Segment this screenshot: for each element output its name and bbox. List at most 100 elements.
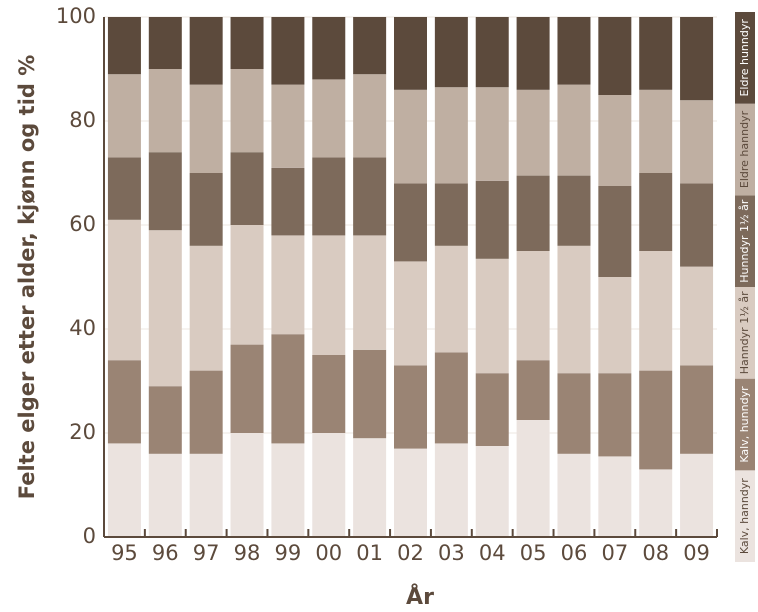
bar-segment xyxy=(557,453,591,537)
bar-segment xyxy=(516,360,550,420)
bar-segment xyxy=(189,17,223,85)
bar-segment xyxy=(189,84,223,173)
bar-segment xyxy=(475,446,509,537)
bar-segment xyxy=(394,89,427,184)
bar-segment xyxy=(230,17,264,69)
bar-segment xyxy=(598,186,632,277)
bar-segment xyxy=(271,235,305,335)
bar-segment xyxy=(189,453,223,537)
bar-segment xyxy=(434,87,468,184)
bar-segment xyxy=(394,365,427,449)
bar-segment xyxy=(639,469,673,537)
bar-segment xyxy=(107,17,141,75)
bar-segment xyxy=(148,69,182,153)
bar-segment xyxy=(434,352,468,444)
bar-segment xyxy=(680,266,714,366)
bar-segment xyxy=(394,183,427,262)
bar-segment xyxy=(312,79,346,158)
bar-segment xyxy=(434,183,468,246)
bar-segment xyxy=(394,261,427,366)
legend-swatch xyxy=(735,103,755,196)
legend-swatch xyxy=(735,470,755,562)
x-tick-label: 96 xyxy=(152,541,179,565)
bar-segment xyxy=(230,152,264,225)
bar-segment xyxy=(353,235,387,350)
bar-segment xyxy=(271,443,305,537)
bar-segment xyxy=(148,453,182,537)
bar-segment xyxy=(271,167,305,236)
bar-segment xyxy=(271,84,305,168)
bar-segment xyxy=(148,386,182,454)
bar-segment xyxy=(516,17,550,90)
x-tick-label: 06 xyxy=(561,541,588,565)
x-tick-label: 02 xyxy=(397,541,424,565)
y-tick-label: 60 xyxy=(69,212,96,236)
y-tick-label: 40 xyxy=(69,316,96,340)
bar-segment xyxy=(516,89,550,176)
bar-segment xyxy=(557,373,591,454)
bar-segment xyxy=(475,180,509,259)
bar-segment xyxy=(353,438,387,537)
bar-segment xyxy=(107,219,141,361)
bar-segment xyxy=(557,17,591,85)
bar-segment xyxy=(312,355,346,433)
bar-segment xyxy=(107,157,141,220)
legend-label: Eldre hanndyr xyxy=(738,110,751,188)
y-tick-label: 80 xyxy=(69,108,96,132)
bar-segment xyxy=(639,17,673,90)
x-tick-label: 03 xyxy=(438,541,465,565)
bar-segment xyxy=(434,443,468,537)
bar-segment xyxy=(680,453,714,537)
bar-segment xyxy=(598,277,632,374)
bar-segment xyxy=(557,245,591,374)
x-tick-label: 98 xyxy=(234,541,261,565)
bar-segment xyxy=(312,433,346,537)
legend-label: Hunndyr 1½ år xyxy=(738,199,751,283)
bar-segment xyxy=(434,17,468,88)
bar-segment xyxy=(271,17,305,85)
bar-segment xyxy=(557,84,591,176)
bar-segment xyxy=(557,175,591,246)
bar-segment xyxy=(680,100,714,184)
x-tick-label: 99 xyxy=(275,541,302,565)
bar-segment xyxy=(107,360,141,444)
legend-swatch xyxy=(735,287,755,379)
bar-segment xyxy=(639,370,673,470)
bar-segment xyxy=(107,74,141,158)
bar-segment xyxy=(598,456,632,537)
bar-segment xyxy=(394,448,427,537)
x-tick-label: 08 xyxy=(642,541,669,565)
bar-segment xyxy=(148,17,182,69)
bar-segment xyxy=(516,420,550,537)
legend-label: Kalv, hunndyr xyxy=(738,386,751,463)
bar-segment xyxy=(230,69,264,153)
x-tick-label: 01 xyxy=(356,541,383,565)
x-tick-label: 07 xyxy=(601,541,628,565)
x-tick-label: 05 xyxy=(520,541,547,565)
bar-segment xyxy=(394,17,427,90)
bar-segment xyxy=(353,157,387,236)
bar-segment xyxy=(639,89,673,173)
bar-segment xyxy=(434,245,468,353)
x-tick-label: 95 xyxy=(111,541,138,565)
bar-segment xyxy=(639,251,673,371)
bar-segment xyxy=(148,152,182,231)
y-axis-title: Felte elger etter alder, kjønn og tid % xyxy=(15,55,39,500)
y-tick-label: 20 xyxy=(69,420,96,444)
legend-label: Kalv, hanndyr xyxy=(738,478,751,554)
legend-label: Hanndyr 1½ år xyxy=(738,291,751,374)
bar-segment xyxy=(189,370,223,454)
y-tick-label: 100 xyxy=(56,4,96,28)
bar-segment xyxy=(598,373,632,457)
bar-segment xyxy=(516,175,550,251)
bar-segment xyxy=(475,17,509,88)
bar-segment xyxy=(475,373,509,446)
bar-segment xyxy=(312,235,346,355)
x-axis-title: År xyxy=(406,584,434,610)
legend-swatch xyxy=(735,378,755,471)
y-tick-label: 0 xyxy=(83,524,96,548)
legend-label: Eldre hunndyr xyxy=(738,19,751,97)
bar-segment xyxy=(148,230,182,387)
bar-segment xyxy=(312,17,346,80)
